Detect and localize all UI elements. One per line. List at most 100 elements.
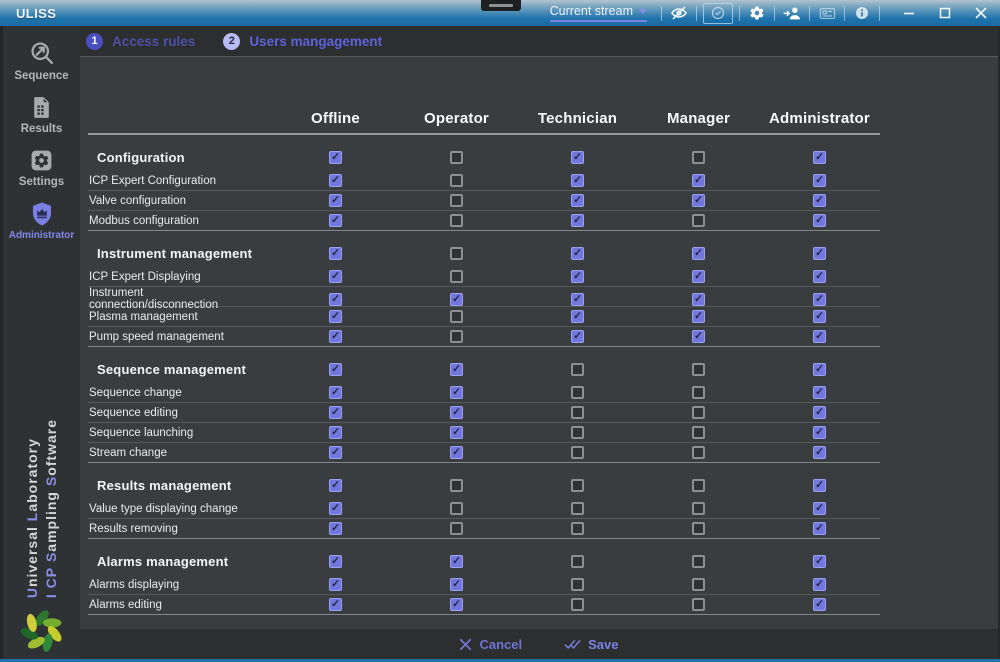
permission-checkbox[interactable] (813, 598, 826, 611)
permission-checkbox[interactable] (329, 502, 342, 515)
sidebar-item-administrator[interactable]: Administrator (3, 201, 80, 241)
permission-checkbox[interactable] (692, 214, 705, 227)
sidebar-item-settings[interactable]: Settings (3, 148, 80, 188)
permission-checkbox[interactable] (329, 598, 342, 611)
permission-checkbox[interactable] (813, 363, 826, 376)
permission-checkbox[interactable] (329, 363, 342, 376)
permission-checkbox[interactable] (450, 310, 463, 323)
permission-checkbox[interactable] (813, 310, 826, 323)
permission-checkbox[interactable] (692, 174, 705, 187)
permission-checkbox[interactable] (813, 330, 826, 343)
permission-checkbox[interactable] (692, 598, 705, 611)
permission-checkbox[interactable] (450, 386, 463, 399)
permission-checkbox[interactable] (571, 426, 584, 439)
permission-checkbox[interactable] (450, 479, 463, 492)
permission-checkbox[interactable] (571, 502, 584, 515)
permission-checkbox[interactable] (813, 151, 826, 164)
permission-checkbox[interactable] (692, 479, 705, 492)
permission-checkbox[interactable] (329, 386, 342, 399)
permission-checkbox[interactable] (450, 426, 463, 439)
card-icon[interactable] (816, 3, 838, 23)
permission-checkbox[interactable] (450, 406, 463, 419)
permission-checkbox[interactable] (450, 194, 463, 207)
permission-checkbox[interactable] (571, 174, 584, 187)
permission-checkbox[interactable] (692, 522, 705, 535)
cancel-button[interactable]: Cancel (459, 637, 522, 652)
permission-checkbox[interactable] (692, 270, 705, 283)
switch-user-icon[interactable] (781, 3, 803, 23)
permission-checkbox[interactable] (571, 214, 584, 227)
permission-checkbox[interactable] (571, 310, 584, 323)
permission-checkbox[interactable] (450, 598, 463, 611)
permission-checkbox[interactable] (329, 446, 342, 459)
permission-checkbox[interactable] (571, 522, 584, 535)
permission-checkbox[interactable] (813, 522, 826, 535)
permission-checkbox[interactable] (450, 214, 463, 227)
permission-checkbox[interactable] (571, 446, 584, 459)
permission-checkbox[interactable] (571, 363, 584, 376)
permission-checkbox[interactable] (813, 293, 826, 306)
permission-checkbox[interactable] (692, 446, 705, 459)
minimize-button[interactable] (896, 3, 922, 23)
permission-checkbox[interactable] (813, 174, 826, 187)
permission-checkbox[interactable] (692, 151, 705, 164)
permission-checkbox[interactable] (692, 293, 705, 306)
permission-checkbox[interactable] (450, 293, 463, 306)
check-circle-button[interactable] (703, 3, 733, 24)
permission-checkbox[interactable] (571, 598, 584, 611)
permission-checkbox[interactable] (571, 151, 584, 164)
permission-checkbox[interactable] (571, 555, 584, 568)
permission-checkbox[interactable] (571, 406, 584, 419)
permission-checkbox[interactable] (450, 502, 463, 515)
visibility-off-icon[interactable] (668, 3, 690, 23)
permission-checkbox[interactable] (450, 330, 463, 343)
step-users-management[interactable]: 2 Users mangagement (223, 33, 382, 50)
permission-checkbox[interactable] (450, 446, 463, 459)
permission-checkbox[interactable] (813, 386, 826, 399)
permission-checkbox[interactable] (329, 247, 342, 260)
permission-checkbox[interactable] (329, 578, 342, 591)
permission-checkbox[interactable] (813, 555, 826, 568)
permission-checkbox[interactable] (329, 214, 342, 227)
permission-checkbox[interactable] (692, 578, 705, 591)
permission-checkbox[interactable] (571, 330, 584, 343)
permission-checkbox[interactable] (329, 330, 342, 343)
permission-checkbox[interactable] (813, 247, 826, 260)
permission-checkbox[interactable] (692, 194, 705, 207)
step-access-rules[interactable]: 1 Access rules (86, 33, 195, 50)
permission-checkbox[interactable] (692, 406, 705, 419)
permission-checkbox[interactable] (329, 174, 342, 187)
stream-selector[interactable]: Current stream (550, 4, 647, 22)
permission-checkbox[interactable] (813, 270, 826, 283)
permission-checkbox[interactable] (450, 247, 463, 260)
permission-checkbox[interactable] (813, 426, 826, 439)
permission-checkbox[interactable] (813, 578, 826, 591)
permission-checkbox[interactable] (450, 270, 463, 283)
maximize-button[interactable] (932, 3, 958, 23)
permission-checkbox[interactable] (813, 479, 826, 492)
permission-checkbox[interactable] (813, 214, 826, 227)
permission-checkbox[interactable] (813, 194, 826, 207)
permission-checkbox[interactable] (450, 151, 463, 164)
permission-checkbox[interactable] (571, 479, 584, 492)
permission-checkbox[interactable] (329, 522, 342, 535)
permission-checkbox[interactable] (329, 479, 342, 492)
permission-checkbox[interactable] (571, 293, 584, 306)
permission-checkbox[interactable] (450, 363, 463, 376)
permission-checkbox[interactable] (329, 406, 342, 419)
permission-checkbox[interactable] (571, 386, 584, 399)
sidebar-item-sequence[interactable]: Sequence (3, 39, 80, 82)
permission-checkbox[interactable] (692, 330, 705, 343)
close-button[interactable] (968, 3, 994, 23)
permission-checkbox[interactable] (571, 578, 584, 591)
sidebar-item-results[interactable]: Results (3, 95, 80, 135)
info-icon[interactable] (851, 3, 873, 23)
permission-checkbox[interactable] (329, 293, 342, 306)
permission-checkbox[interactable] (571, 247, 584, 260)
permission-checkbox[interactable] (571, 270, 584, 283)
permission-checkbox[interactable] (329, 194, 342, 207)
permission-checkbox[interactable] (329, 270, 342, 283)
permission-checkbox[interactable] (813, 446, 826, 459)
permission-checkbox[interactable] (813, 406, 826, 419)
permission-checkbox[interactable] (329, 151, 342, 164)
